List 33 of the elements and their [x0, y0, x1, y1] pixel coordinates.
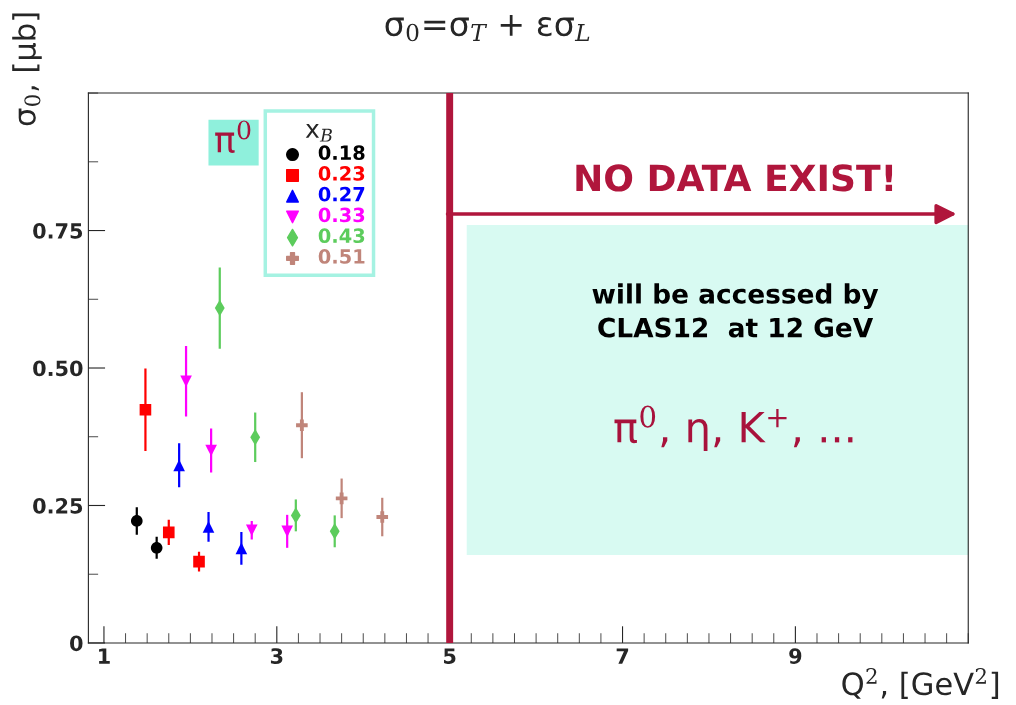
legend-label: 0.33 [318, 207, 365, 223]
annotation: NO DATA EXIST! [576, 164, 893, 192]
x-tick-label: 5 [444, 648, 456, 664]
annotation: π$^{0}$ [215, 120, 251, 153]
point [150, 542, 163, 554]
point [202, 521, 215, 533]
y-tick-label: 0.25 [33, 497, 83, 514]
x-axis-title: Q$^{2}$, [GeV$^{2}$] [842, 667, 999, 699]
x-tick-label: 3 [270, 648, 283, 664]
point [235, 542, 248, 555]
x-tick-label: 9 [789, 648, 802, 664]
y-axis-title: σ$_{0}$, [μb] [12, 13, 42, 126]
y-tick-label: 0.50 [33, 360, 83, 377]
x-tick-label: 1 [99, 648, 110, 664]
legend-label: 0.43 [318, 228, 365, 244]
legend-title: x$_{B}$ [305, 124, 332, 142]
chart-title: σ$_{0}$=σ$_{T}$ + εσ$_{L}$ [385, 14, 590, 42]
point [130, 515, 143, 527]
y-tick-label: 0.75 [33, 222, 83, 239]
point [139, 403, 152, 416]
x-tick-label: 7 [616, 648, 629, 664]
point [193, 555, 205, 568]
point [376, 511, 389, 523]
point [335, 492, 348, 505]
y-tick-label: 0 [70, 635, 83, 652]
point [162, 526, 175, 539]
point [296, 419, 308, 432]
annotation: π$^{0}$, η, K$^{+}$, ... [614, 405, 853, 452]
legend-label: 0.51 [318, 249, 365, 264]
legend-label: 0.27 [318, 186, 365, 202]
legend-label: 0.23 [318, 166, 365, 181]
legend-label: 0.18 [318, 145, 365, 160]
annotation: will be accessed by CLAS12 at 12 GeV [592, 283, 879, 338]
